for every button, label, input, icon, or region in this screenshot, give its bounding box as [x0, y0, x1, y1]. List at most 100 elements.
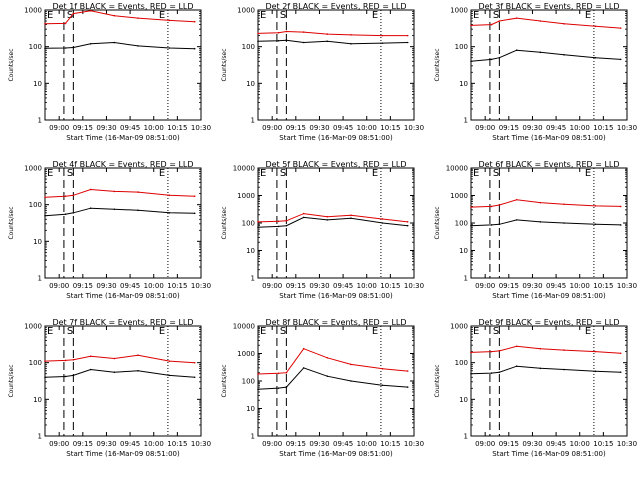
data-point-events	[113, 41, 116, 44]
y-tick-label: 10	[33, 238, 42, 246]
series-lld	[470, 199, 621, 208]
data-point-events	[64, 47, 67, 49]
data-point-lld	[137, 191, 139, 193]
data-point-events	[326, 219, 329, 221]
x-tick-label: 10:15	[380, 440, 400, 448]
data-point-events	[515, 365, 518, 368]
data-point-events	[89, 207, 92, 210]
data-point-lld	[470, 24, 472, 27]
marker-label: E	[47, 168, 53, 179]
y-axis-label: Counts/sec	[221, 48, 228, 81]
y-tick-label: 100	[455, 359, 468, 367]
data-point-events	[302, 367, 305, 369]
data-point-lld	[257, 373, 259, 375]
data-point-lld	[498, 204, 501, 206]
marker-label: S	[280, 168, 286, 179]
data-point-events	[563, 368, 565, 371]
y-tick-label: 10	[459, 396, 468, 404]
data-point-events	[44, 47, 46, 50]
data-point-events	[594, 56, 597, 59]
data-point-events	[277, 39, 280, 42]
y-tick-label: 10000	[233, 323, 255, 331]
x-tick-label: 10:00	[357, 440, 377, 448]
data-point-lld	[64, 22, 67, 25]
plot-frame	[257, 167, 415, 279]
data-point-events	[257, 40, 259, 43]
data-point-lld	[302, 212, 305, 215]
y-tick-label: 1	[251, 275, 255, 283]
data-point-events	[539, 221, 542, 223]
data-point-lld	[44, 23, 46, 25]
x-tick-label: 09:45	[333, 282, 353, 290]
data-point-events	[594, 223, 597, 226]
marker-label: E	[473, 326, 479, 337]
x-tick-label: 09:15	[286, 440, 306, 448]
x-tick-label: 09:30	[96, 282, 116, 290]
data-point-lld	[490, 205, 493, 208]
data-point-lld	[113, 357, 116, 360]
data-point-lld	[168, 360, 171, 362]
x-tick-label: 10:30	[617, 440, 637, 448]
data-point-lld	[72, 12, 75, 15]
data-point-lld	[498, 350, 501, 352]
x-tick-label: 09:00	[262, 124, 282, 132]
data-point-events	[490, 224, 493, 226]
data-point-lld	[193, 195, 196, 198]
y-tick-label: 1	[38, 117, 42, 125]
y-tick-label: 10	[459, 247, 468, 255]
data-point-events	[381, 384, 384, 387]
y-tick-label: 100	[455, 220, 468, 228]
y-tick-label: 1000	[237, 192, 255, 200]
y-tick-label: 1	[464, 275, 468, 283]
x-tick-label: 09:15	[499, 124, 519, 132]
y-tick-label: 100	[29, 43, 42, 51]
marker-label: S	[493, 326, 499, 337]
data-point-lld	[470, 351, 472, 354]
series-lld	[44, 10, 195, 25]
data-point-events	[350, 217, 352, 219]
data-point-lld	[64, 195, 67, 198]
x-tick-label: 09:00	[475, 124, 495, 132]
x-axis-label: Start Time (16-Mar-09 08:51:00)	[279, 450, 393, 458]
x-tick-label: 10:15	[167, 440, 187, 448]
x-tick-label: 09:45	[546, 440, 566, 448]
y-tick-label: 10	[459, 80, 468, 88]
plot-title: Det 1f BLACK = Events, RED = LLD	[52, 2, 193, 11]
x-axis-label: Start Time (16-Mar-09 08:51:00)	[492, 134, 606, 142]
data-point-lld	[563, 203, 565, 206]
y-tick-label: 1	[464, 433, 468, 441]
plot-frame	[44, 9, 202, 121]
data-point-events	[64, 213, 67, 215]
marker-label: S	[493, 168, 499, 179]
y-axis-label: Counts/sec	[8, 48, 15, 81]
x-axis-label: Start Time (16-Mar-09 08:51:00)	[66, 292, 180, 300]
x-tick-label: 09:45	[120, 124, 140, 132]
data-point-lld	[490, 23, 493, 26]
data-point-lld	[406, 221, 409, 223]
x-tick-label: 09:15	[73, 440, 93, 448]
data-point-events	[498, 223, 501, 226]
x-tick-label: 10:00	[144, 124, 164, 132]
series-lld	[257, 30, 408, 37]
plot-title: Det 8f BLACK = Events, RED = LLD	[265, 318, 406, 327]
marker-label: E	[47, 326, 53, 337]
x-tick-label: 10:00	[357, 282, 377, 290]
x-tick-label: 10:15	[593, 440, 613, 448]
x-tick-label: 09:45	[546, 124, 566, 132]
x-tick-label: 10:30	[191, 124, 211, 132]
x-tick-label: 10:15	[380, 282, 400, 290]
data-point-events	[285, 39, 288, 42]
data-point-lld	[539, 20, 542, 22]
data-point-lld	[490, 350, 493, 353]
plot-frame	[470, 9, 628, 121]
series-lld	[44, 354, 195, 364]
series-events	[257, 216, 408, 228]
x-tick-label: 10:30	[191, 440, 211, 448]
data-point-lld	[277, 220, 280, 223]
data-point-lld	[350, 34, 352, 36]
plot-title: Det 5f BLACK = Events, RED = LLD	[265, 160, 406, 169]
series-events	[257, 367, 408, 390]
y-tick-label: 10000	[233, 165, 255, 173]
data-point-events	[72, 374, 75, 377]
